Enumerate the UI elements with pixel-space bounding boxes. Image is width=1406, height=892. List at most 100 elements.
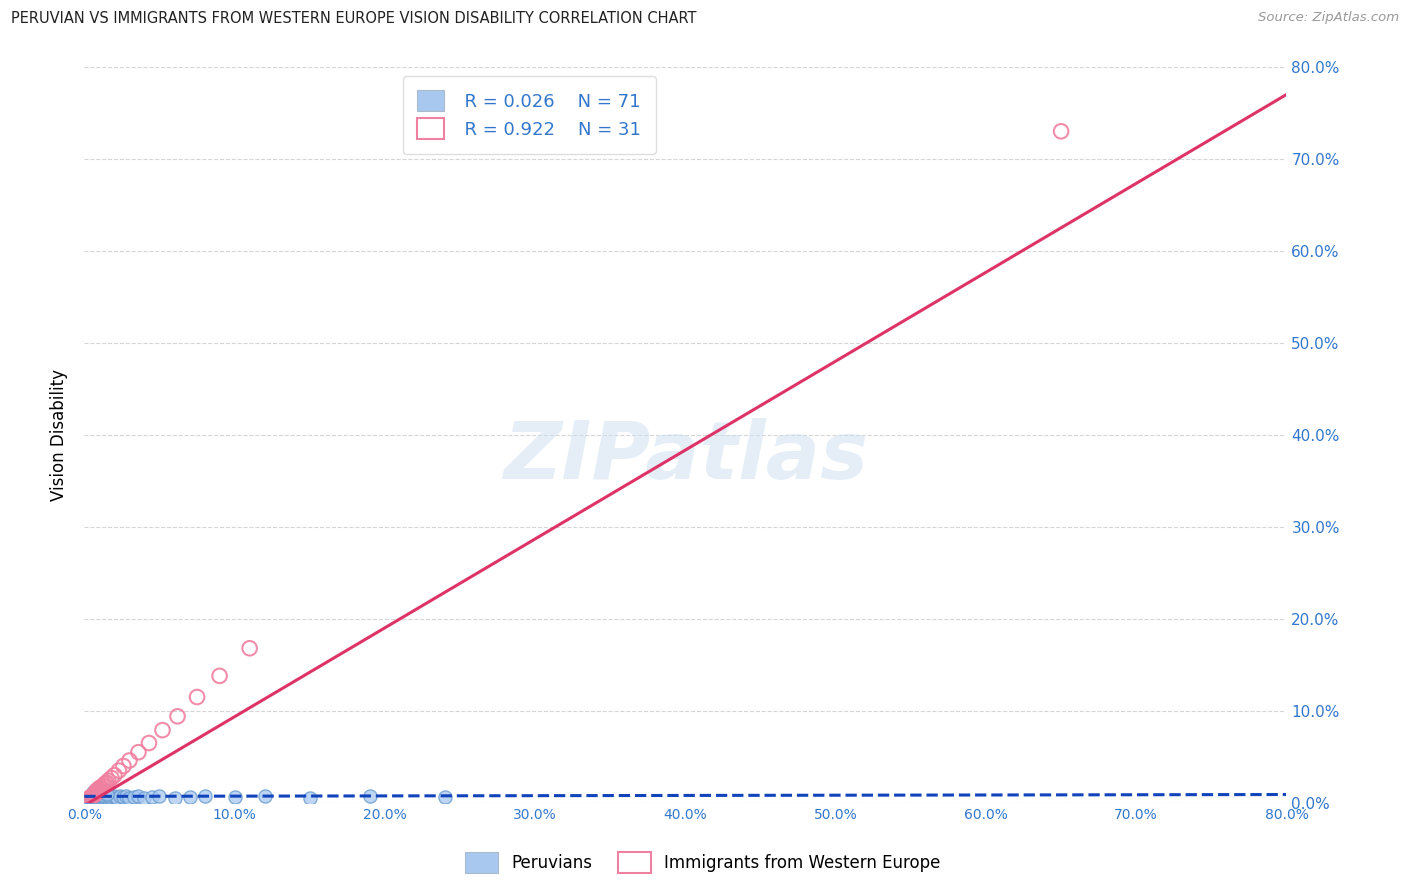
Point <box>112 790 135 805</box>
Point <box>80 787 103 801</box>
Point <box>93 778 115 792</box>
Point <box>93 786 115 800</box>
Point <box>194 789 217 804</box>
Point <box>83 789 105 804</box>
Point <box>90 781 112 796</box>
Point <box>1050 124 1073 138</box>
Point <box>87 789 110 803</box>
Point <box>79 791 101 805</box>
Point <box>152 723 174 738</box>
Point <box>93 792 115 806</box>
Point <box>118 754 141 768</box>
Point <box>87 784 110 798</box>
Point <box>83 792 105 806</box>
Point <box>100 791 122 805</box>
Point <box>138 736 160 750</box>
Point <box>80 789 103 803</box>
Point <box>93 789 115 804</box>
Point <box>224 790 246 805</box>
Point <box>79 790 101 805</box>
Point <box>82 789 104 803</box>
Point <box>87 791 110 805</box>
Point <box>76 792 98 806</box>
Point <box>91 789 114 804</box>
Point <box>89 787 111 801</box>
Y-axis label: Vision Disability: Vision Disability <box>51 369 69 500</box>
Point <box>98 789 121 804</box>
Point <box>94 784 117 798</box>
Point <box>141 790 163 805</box>
Text: ZIPatlas: ZIPatlas <box>503 418 868 496</box>
Point <box>87 784 110 798</box>
Point <box>122 790 145 805</box>
Point <box>89 790 111 805</box>
Point <box>77 792 100 806</box>
Point <box>83 791 105 805</box>
Point <box>90 785 112 799</box>
Point <box>208 669 231 683</box>
Point <box>127 745 149 759</box>
Point <box>134 791 156 805</box>
Point <box>103 768 125 782</box>
Point <box>76 793 98 807</box>
Point <box>89 789 111 804</box>
Point <box>359 789 381 804</box>
Point <box>89 783 111 797</box>
Point <box>96 787 118 801</box>
Point <box>97 790 120 805</box>
Legend:   R = 0.026    N = 71,   R = 0.922    N = 31: R = 0.026 N = 71, R = 0.922 N = 31 <box>402 76 655 153</box>
Text: Source: ZipAtlas.com: Source: ZipAtlas.com <box>1258 11 1399 24</box>
Point <box>118 791 141 805</box>
Point <box>91 788 114 802</box>
Point <box>148 789 170 804</box>
Point <box>89 781 111 796</box>
Point <box>86 784 108 798</box>
Point <box>434 790 457 805</box>
Point <box>115 789 138 804</box>
Point <box>101 790 124 805</box>
Point <box>86 789 108 803</box>
Point <box>166 709 188 723</box>
Point <box>86 786 108 800</box>
Point <box>82 791 104 805</box>
Text: PERUVIAN VS IMMIGRANTS FROM WESTERN EUROPE VISION DISABILITY CORRELATION CHART: PERUVIAN VS IMMIGRANTS FROM WESTERN EURO… <box>11 11 697 26</box>
Point <box>82 793 104 807</box>
Point <box>103 789 125 804</box>
Point <box>79 789 101 804</box>
Legend: Peruvians, Immigrants from Western Europe: Peruvians, Immigrants from Western Europ… <box>458 846 948 880</box>
Point <box>82 789 104 803</box>
Point <box>83 788 105 802</box>
Point <box>77 791 100 805</box>
Point <box>163 791 186 805</box>
Point <box>239 641 262 656</box>
Point <box>100 771 122 785</box>
Point <box>86 789 108 804</box>
Point <box>86 786 108 800</box>
Point <box>186 690 208 704</box>
Point <box>82 790 104 805</box>
Point <box>80 790 103 805</box>
Point <box>94 791 117 805</box>
Point <box>94 789 117 803</box>
Point <box>253 789 276 804</box>
Point <box>298 791 321 805</box>
Point <box>82 785 104 799</box>
Point <box>86 791 108 805</box>
Point <box>83 788 105 802</box>
Point <box>94 776 117 790</box>
Point <box>83 788 105 802</box>
Point <box>90 790 112 805</box>
Point <box>90 789 112 803</box>
Point <box>97 773 120 788</box>
Point <box>96 791 118 805</box>
Point <box>80 792 103 806</box>
Point <box>87 790 110 805</box>
Point <box>91 791 114 805</box>
Point <box>83 790 105 805</box>
Point <box>87 793 110 807</box>
Point <box>80 789 103 804</box>
Point <box>112 759 135 773</box>
Point <box>96 775 118 789</box>
Point <box>107 791 129 805</box>
Point <box>108 764 131 778</box>
